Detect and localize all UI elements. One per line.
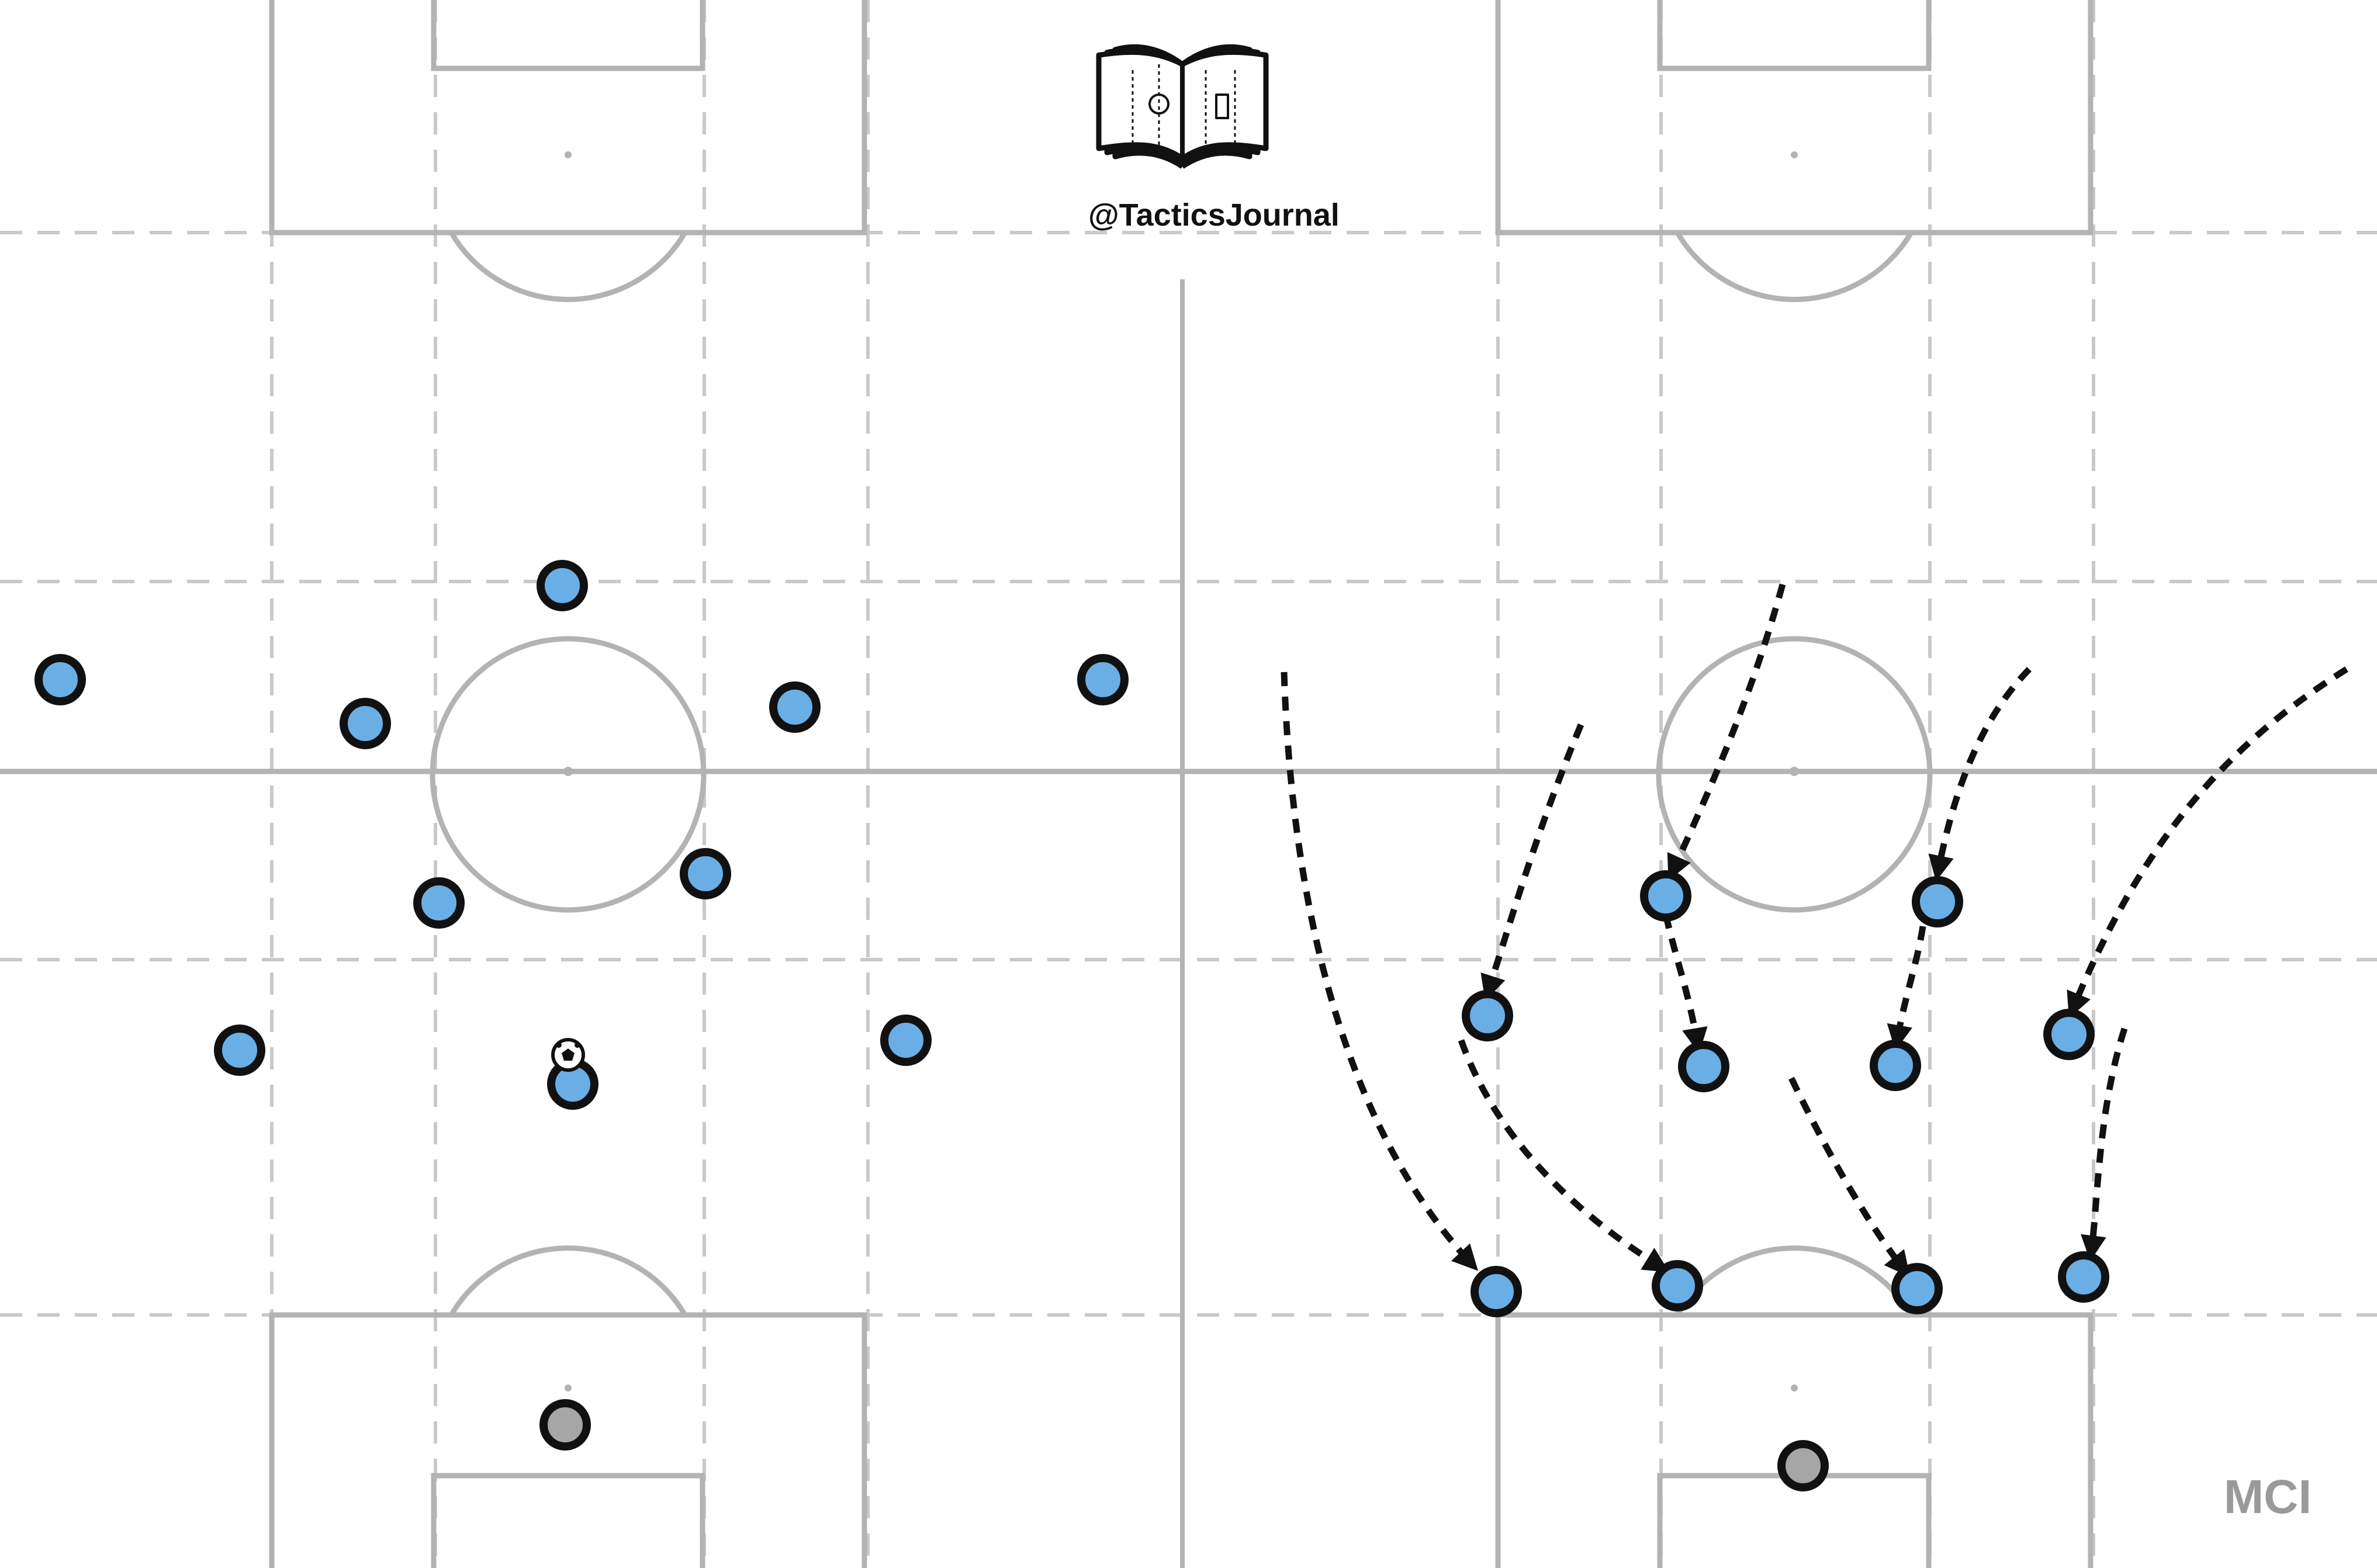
player-marker [1077,654,1129,705]
penalty-arc-top-right [1675,231,1914,302]
team-label: MCI [2223,1470,2312,1524]
movement-arrow [1480,723,1584,1001]
movement-arrow [1662,913,1708,1054]
players-layer [34,560,2109,1491]
centre-spot-left [563,767,573,776]
penalty-spot-bottom-left [565,1384,572,1392]
player-marker [1640,870,1691,922]
movement-arrow [2081,1027,2128,1262]
goalkeeper-marker [539,1399,591,1451]
player-marker [1462,990,1513,1041]
football-icon [551,1038,585,1072]
centre-spot-right [1790,767,1799,776]
player-marker [413,877,465,929]
player-marker [1870,1040,1921,1091]
penalty-box-top-left [269,0,867,236]
movement-arrow [1458,1039,1670,1272]
penalty-arc-bottom-left [449,1245,687,1317]
movement-arrow [1887,926,1926,1051]
player-marker [2043,1009,2095,1060]
book-with-pitch-icon [1096,44,1269,169]
penalty-arc-bottom-right [1675,1245,1914,1317]
goal-area-bottom-left [431,1473,705,1568]
player-marker [880,1015,932,1066]
movement-arrow [1281,671,1479,1271]
movement-arrow [1788,1077,1911,1278]
goalkeeper-marker [1777,1440,1829,1491]
penalty-box-bottom-right [1495,1312,2094,1568]
player-marker [537,560,588,611]
centre-circle-left [430,636,707,913]
movement-arrow [1667,583,1786,881]
player-marker [1652,1260,1703,1311]
player-marker [1471,1266,1522,1317]
centre-circle-right [1656,636,1933,913]
penalty-spot-bottom-right [1791,1384,1798,1392]
author-handle: @TacticsJournal [1088,198,1340,233]
penalty-box-bottom-left [269,1312,867,1568]
movement-arrow [2067,666,2348,1019]
player-marker [769,681,821,733]
penalty-box-top-right [1495,0,2094,236]
player-marker [2058,1251,2109,1303]
player-marker [680,848,731,899]
goal-area-top-left [431,0,705,71]
movement-arrows [1281,583,2348,1278]
penalty-spot-top-left [565,151,572,158]
penalty-arc-top-left [449,231,687,302]
player-marker [340,698,391,749]
penalty-spot-top-right [1791,151,1798,158]
player-marker [214,1024,265,1076]
player-marker [1678,1041,1729,1092]
player-marker [34,654,86,705]
goal-area-top-right [1657,0,1932,71]
player-marker [1891,1263,1943,1314]
player-marker [1912,876,1963,927]
movement-arrow [1928,667,2032,881]
